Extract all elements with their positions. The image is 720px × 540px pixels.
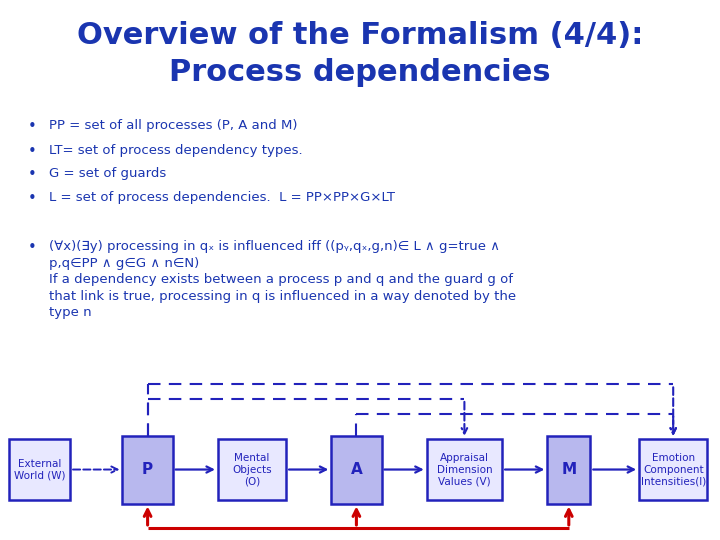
Text: LT= set of process dependency types.: LT= set of process dependency types. — [49, 144, 302, 157]
Text: •: • — [27, 144, 36, 159]
FancyBboxPatch shape — [547, 435, 590, 503]
Text: G = set of guards: G = set of guards — [49, 167, 166, 180]
Text: PP = set of all processes (P, A and M): PP = set of all processes (P, A and M) — [49, 119, 297, 132]
Text: Emotion
Component
Intensities(I): Emotion Component Intensities(I) — [641, 453, 706, 486]
Text: •: • — [27, 191, 36, 206]
FancyBboxPatch shape — [331, 435, 382, 503]
Text: •: • — [27, 240, 36, 255]
Text: Process dependencies: Process dependencies — [169, 58, 551, 87]
Text: M: M — [561, 462, 577, 477]
Text: Mental
Objects
(O): Mental Objects (O) — [232, 453, 272, 486]
FancyBboxPatch shape — [426, 438, 503, 500]
Text: External
World (W): External World (W) — [14, 459, 66, 481]
Text: (∀x)(∃y) processing in qₓ is influenced iff ((pᵧ,qₓ,g,n)∈ L ∧ g=true ∧
p,q∈PP ∧ : (∀x)(∃y) processing in qₓ is influenced … — [49, 240, 516, 319]
FancyBboxPatch shape — [639, 438, 707, 500]
Text: P: P — [142, 462, 153, 477]
Text: Appraisal
Dimension
Values (V): Appraisal Dimension Values (V) — [436, 453, 492, 486]
Text: Overview of the Formalism (4/4):: Overview of the Formalism (4/4): — [77, 21, 643, 50]
Text: A: A — [351, 462, 362, 477]
Text: •: • — [27, 167, 36, 183]
Text: •: • — [27, 119, 36, 134]
FancyBboxPatch shape — [9, 438, 71, 500]
FancyBboxPatch shape — [122, 435, 173, 503]
FancyBboxPatch shape — [217, 438, 287, 500]
Text: L = set of process dependencies.  L = PP×PP×G×LT: L = set of process dependencies. L = PP×… — [49, 191, 395, 204]
